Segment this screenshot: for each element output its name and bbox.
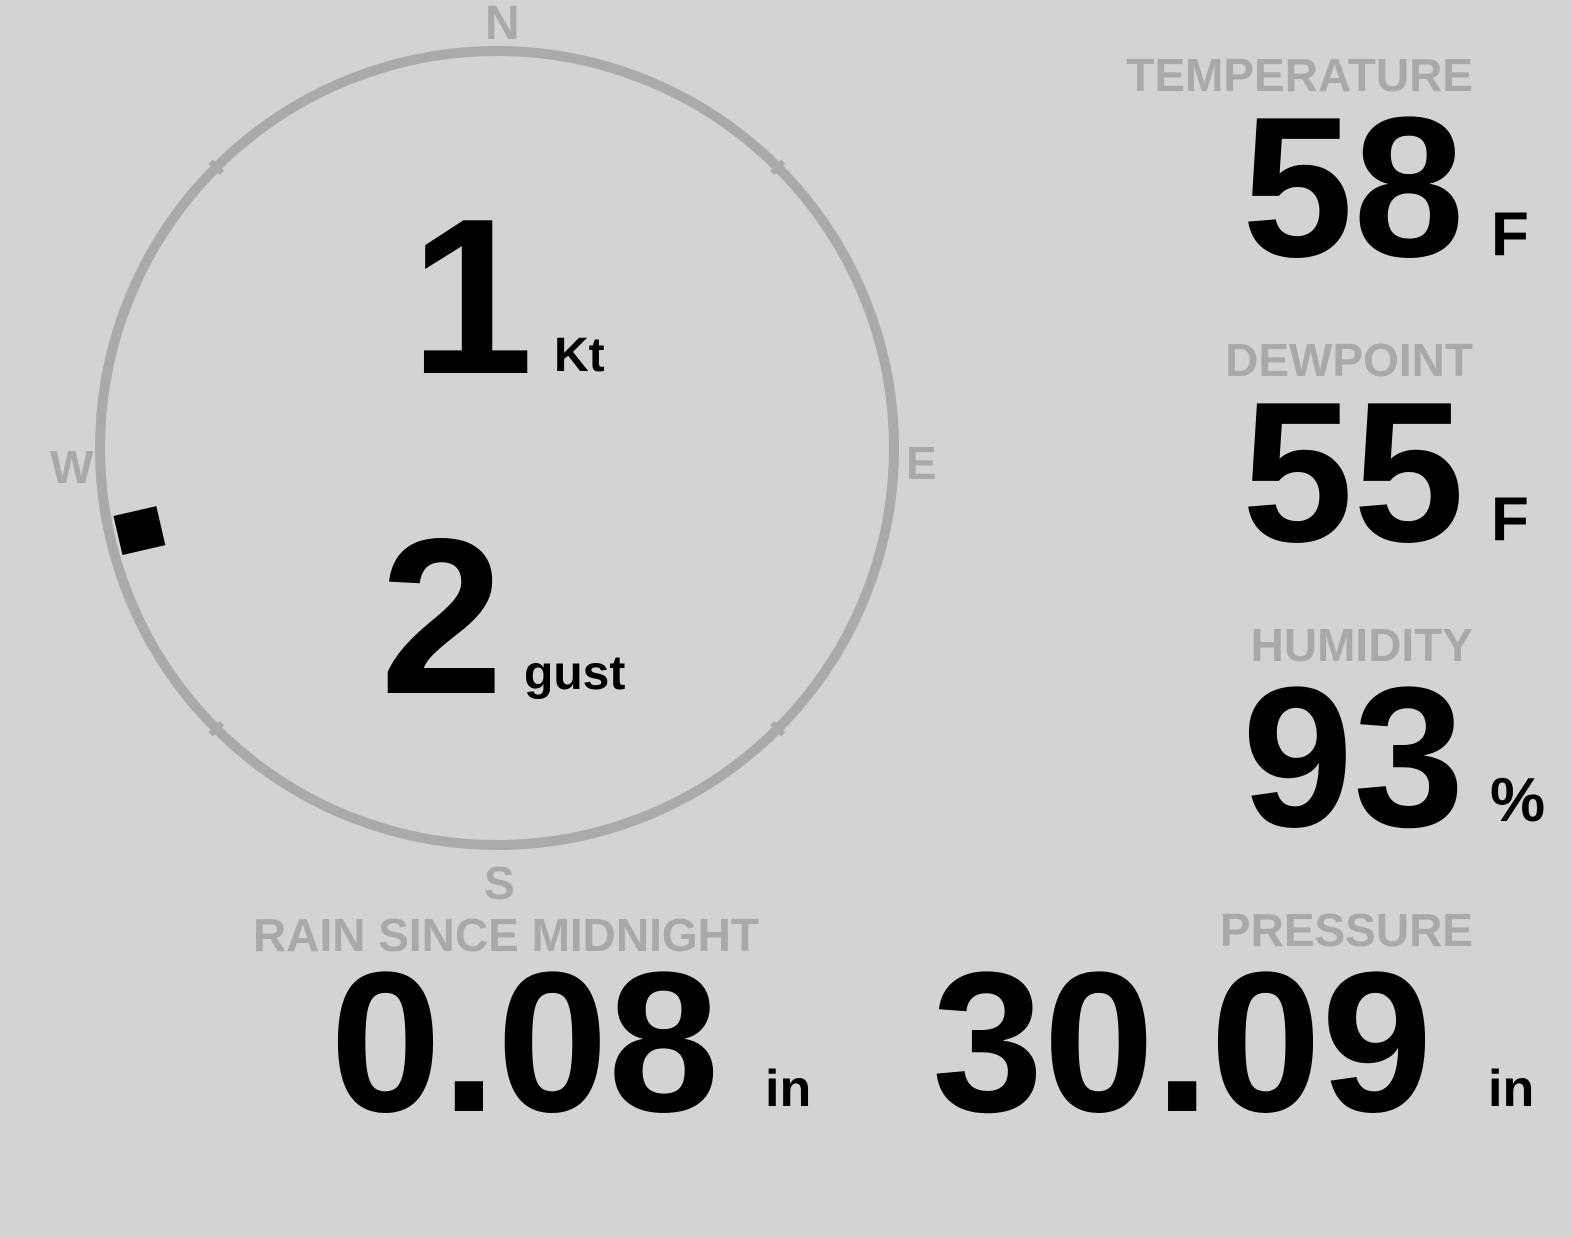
compass-ring (95, 46, 899, 850)
compass-tick (769, 159, 786, 176)
humidity-value: 93 (1242, 646, 1465, 869)
compass-tick (208, 720, 225, 737)
compass-tick (769, 720, 786, 737)
compass-west: W (50, 441, 94, 493)
temperature-label: TEMPERATURE (1126, 49, 1473, 101)
rain-label: RAIN SINCE MIDNIGHT (253, 909, 759, 961)
dewpoint-value: 55 (1242, 361, 1465, 584)
dewpoint-unit: F (1491, 485, 1529, 554)
compass-tick (208, 159, 225, 176)
temperature-value: 58 (1242, 76, 1465, 299)
compass-north: N (485, 0, 520, 50)
wind-speed-value: 1 (410, 173, 534, 421)
compass-east: E (906, 437, 937, 489)
rain-value: 0.08 (330, 931, 720, 1154)
humidity-unit: % (1490, 766, 1546, 835)
pressure-value: 30.09 (932, 931, 1433, 1154)
temperature-unit: F (1491, 200, 1529, 269)
pressure-label: PRESSURE (1219, 904, 1473, 956)
compass-south: S (484, 857, 515, 909)
wind-gust-unit: gust (524, 647, 626, 700)
pressure-unit: in (1488, 1060, 1535, 1118)
dewpoint-label: DEWPOINT (1225, 334, 1473, 386)
rain-unit: in (765, 1060, 812, 1118)
humidity-label: HUMIDITY (1250, 619, 1473, 671)
wind-speed-unit: Kt (554, 329, 605, 382)
wind-gust-value: 2 (380, 493, 504, 741)
wind-direction-marker (113, 506, 166, 555)
